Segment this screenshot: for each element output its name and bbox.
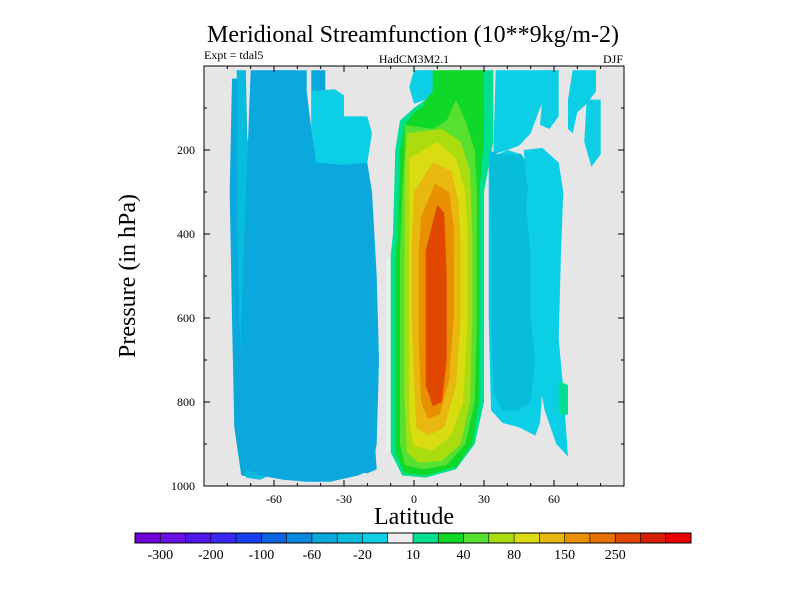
- colorbar-swatch: [286, 533, 313, 543]
- contour-region-21: [540, 70, 559, 129]
- colorbar-swatch: [311, 533, 338, 543]
- y-axis: 200 400 600 800 1000: [171, 107, 624, 493]
- colorbar-swatch: [261, 533, 287, 543]
- colorbar-label: -200: [198, 548, 224, 563]
- colorbar-label: 250: [605, 548, 626, 563]
- colorbar-swatch: [210, 533, 237, 543]
- colorbar-label: 40: [457, 548, 471, 563]
- contour-region-19: [523, 147, 568, 457]
- colorbar-swatch: [160, 533, 186, 543]
- contour-region-17: [493, 70, 550, 155]
- y-tick-label: 800: [177, 395, 195, 409]
- x-tick-label: -60: [266, 492, 282, 506]
- chart-title: Meridional Streamfunction (10**9kg/m-2): [207, 22, 619, 48]
- annotation-model: HadCM3M2.1: [379, 52, 449, 66]
- y-tick-label: 1000: [171, 479, 195, 493]
- contour-region-24: [311, 89, 372, 165]
- colorbar-swatch: [615, 533, 641, 543]
- colorbar-swatch: [564, 533, 591, 543]
- colorbar-swatch: [665, 533, 692, 543]
- contour-region-23: [584, 99, 601, 167]
- annotation-experiment: Expt = tdal5: [204, 48, 263, 62]
- colorbar-label: -300: [147, 548, 173, 563]
- x-tick-label: 0: [411, 492, 417, 506]
- contour-region-25: [409, 70, 433, 104]
- colorbar-swatch: [463, 533, 490, 543]
- y-tick-label: 200: [177, 143, 195, 157]
- y-tick-label: 600: [177, 311, 195, 325]
- colorbar-label: 10: [406, 548, 420, 563]
- colorbar-swatch: [362, 533, 389, 543]
- contour-region-20: [558, 381, 568, 415]
- colorbar-swatch: [135, 533, 161, 543]
- contour-region-18: [488, 150, 536, 411]
- colorbar-swatch: [236, 533, 262, 543]
- x-axis-label: Latitude: [374, 504, 454, 530]
- colorbar-swatch: [438, 533, 464, 543]
- colorbar-swatch: [514, 533, 540, 543]
- contour-fill-layer: [229, 70, 601, 482]
- contour-region-6: [241, 70, 379, 482]
- colorbar-swatch: [589, 533, 616, 543]
- colorbar-label: 80: [507, 548, 521, 563]
- colorbar: [134, 532, 692, 544]
- x-tick-label: -30: [336, 492, 352, 506]
- contour-region-15: [425, 204, 447, 407]
- colorbar-swatch: [185, 533, 212, 543]
- colorbar-swatch: [539, 533, 565, 543]
- x-axis: -60 -30 0 30 60: [226, 66, 602, 506]
- y-axis-label: Pressure (in hPa): [115, 194, 141, 358]
- colorbar-swatch: [640, 533, 667, 543]
- colorbar-labels: -300 -200 -100 -60 -20 10 40 80 150 250: [147, 548, 625, 563]
- colorbar-swatch: [337, 533, 363, 543]
- colorbar-label: -100: [249, 548, 275, 563]
- colorbar-swatch: [387, 533, 414, 543]
- x-tick-label: 30: [478, 492, 490, 506]
- contour-region-22: [568, 70, 596, 134]
- colorbar-label: -60: [303, 548, 322, 563]
- colorbar-label: 150: [554, 548, 575, 563]
- colorbar-swatch: [413, 533, 439, 543]
- colorbar-label: -20: [353, 548, 372, 563]
- y-tick-label: 400: [177, 227, 195, 241]
- x-tick-label: 60: [548, 492, 560, 506]
- annotation-season: DJF: [603, 52, 623, 66]
- colorbar-swatch: [488, 533, 515, 543]
